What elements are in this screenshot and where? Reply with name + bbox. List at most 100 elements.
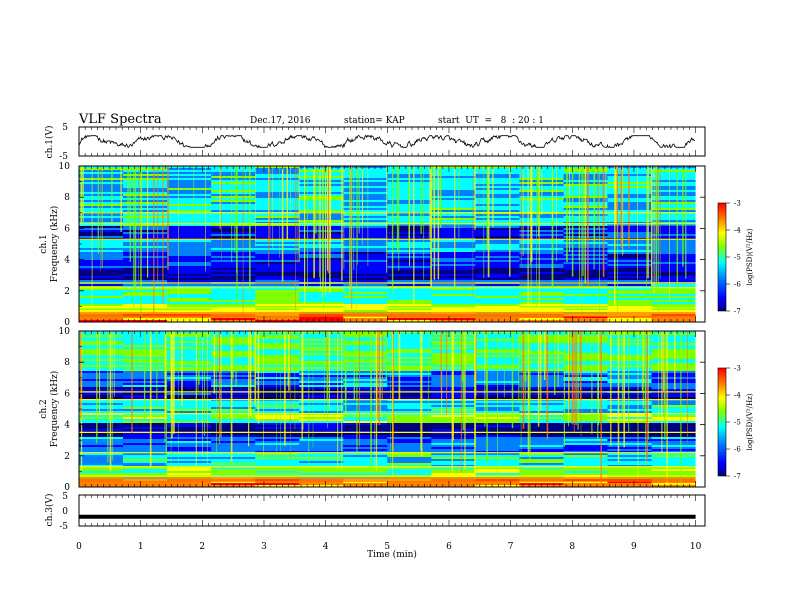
spec1-cell: [519, 306, 564, 309]
spec1-cell: [651, 316, 697, 319]
spec2-cell: [563, 379, 608, 382]
spec2-cell: [79, 409, 124, 412]
spec1-cell: [651, 172, 697, 175]
spec2-cell: [299, 427, 344, 430]
spec1-cell: [651, 290, 697, 293]
spec1-cell: [123, 250, 168, 253]
time-tick-label: 7: [508, 542, 514, 552]
spec1-cell: [211, 182, 256, 185]
spec1-cell: [651, 266, 697, 269]
spec1-cell: [431, 268, 476, 271]
spec1-cell: [167, 290, 212, 293]
spec1-cell: [255, 184, 300, 187]
spec1-cell: [79, 220, 124, 223]
spec1-cell: [343, 218, 388, 221]
spec1-cell: [387, 308, 432, 311]
spec2-cell: [607, 423, 652, 426]
spec1-cell: [387, 266, 432, 269]
spec1-cell: [167, 288, 212, 291]
spec2-cell: [167, 435, 212, 438]
spec2-cell: [167, 395, 212, 398]
spec2-cell: [255, 387, 300, 390]
spec2-cell: [299, 485, 344, 488]
spec2-cell: [343, 385, 388, 388]
spec2-cell: [343, 395, 388, 398]
spec1-cell: [431, 248, 476, 251]
colorbar-tick-label: -4: [734, 227, 741, 235]
spec1-cell: [79, 304, 124, 307]
spec2-cell: [123, 347, 168, 350]
spec1-cell: [343, 176, 388, 179]
spec2-cell: [519, 389, 564, 392]
spec1-cell: [255, 262, 300, 265]
spec1-cell: [211, 226, 256, 229]
spec2-cell: [299, 355, 344, 358]
spec1-cell: [123, 188, 168, 191]
spec2-cell: [299, 433, 344, 436]
spec2-cell: [563, 415, 608, 418]
spec1-cell: [211, 188, 256, 191]
spec2-cell: [519, 405, 564, 408]
spec2-cell: [519, 337, 564, 340]
spec1-cell: [167, 296, 212, 299]
spec1-cell: [475, 294, 520, 297]
time-tick-label: 8: [569, 542, 575, 552]
spec2-cell: [563, 467, 608, 470]
spec1-cell: [431, 172, 476, 175]
spec2-cell: [519, 471, 564, 474]
spec1-cell: [343, 246, 388, 249]
spec2-cell: [475, 483, 520, 486]
spec1-cell: [519, 284, 564, 287]
spec1-cell: [343, 206, 388, 209]
spec1-cell: [255, 180, 300, 183]
spec1-cell: [431, 266, 476, 269]
colorbar-tick-label: -7: [734, 308, 741, 316]
spec1-cell: [211, 248, 256, 251]
spec1-cell: [299, 196, 344, 199]
spec1-cell: [167, 242, 212, 245]
spec2-cell: [387, 467, 432, 470]
spec1-cell: [211, 186, 256, 189]
spec2-cell: [563, 331, 608, 334]
spec2-cell: [343, 357, 388, 360]
colorbar-tick-label: -5: [734, 254, 741, 262]
spec1-cell: [167, 240, 212, 243]
spec2-cell: [387, 367, 432, 370]
spec2-cell: [123, 481, 168, 484]
spec2-cell: [563, 375, 608, 378]
spec2-cell: [167, 355, 212, 358]
spec1-cell: [211, 250, 256, 253]
spec2-cell: [431, 443, 476, 446]
spec1-cell: [255, 280, 300, 283]
spec2-cell: [343, 377, 388, 380]
spec1-cell: [651, 192, 697, 195]
spec1-cell: [343, 178, 388, 181]
spec-ytick-label: 10: [59, 327, 71, 337]
spec2-cell: [651, 389, 697, 392]
spec1-cell: [299, 234, 344, 237]
spec2-cell: [123, 361, 168, 364]
spec1-cell: [167, 318, 212, 321]
spec2-cell: [167, 423, 212, 426]
spec1-cell: [299, 256, 344, 259]
spec2-cell: [343, 371, 388, 374]
spec1-cell: [475, 202, 520, 205]
spec1-cell: [79, 252, 124, 255]
spec1-cell: [651, 210, 697, 213]
spec2-cell: [167, 461, 212, 464]
spec2-cell: [211, 411, 256, 414]
spec1-cell: [563, 288, 608, 291]
spec2-cell: [651, 433, 697, 436]
spec1-cell: [299, 268, 344, 271]
spec1-cell: [299, 320, 344, 323]
spec2-cell: [255, 349, 300, 352]
spec2-cell: [651, 469, 697, 472]
spec1-cell: [475, 260, 520, 263]
spec1-cell: [343, 302, 388, 305]
spec2-cell: [167, 383, 212, 386]
spec2-cell: [79, 459, 124, 462]
spec1-cell: [123, 274, 168, 277]
spec2-cell: [343, 453, 388, 456]
spec2-cell: [299, 337, 344, 340]
spec1-cell: [211, 288, 256, 291]
